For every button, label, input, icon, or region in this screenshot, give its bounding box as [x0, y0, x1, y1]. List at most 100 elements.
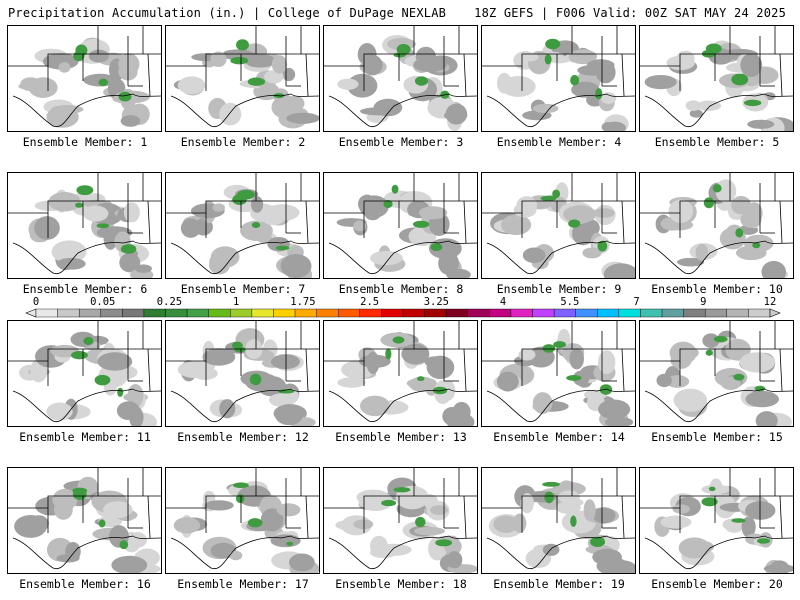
ensemble-member-label: Ensemble Member: 16 — [19, 577, 151, 591]
colorbar-swatch — [402, 308, 425, 318]
colorbar: 0 0.05 0.25 1 1.75 2.5 3.25 4 5.5 7 9 12 — [0, 296, 800, 320]
precip-map — [482, 173, 635, 278]
precip-map — [166, 173, 319, 278]
colorbar-swatch — [122, 308, 145, 318]
ensemble-member-label: Ensemble Member: 18 — [335, 577, 467, 591]
ensemble-member-panel — [7, 467, 162, 574]
colorbar-swatch — [251, 308, 274, 318]
colorbar-swatch — [575, 308, 598, 318]
colorbar-swatch — [532, 308, 555, 318]
precip-map — [324, 468, 477, 573]
colorbar-swatch — [597, 308, 620, 318]
ensemble-member-panel — [165, 25, 320, 132]
precip-map — [324, 173, 477, 278]
colorbar-swatch — [165, 308, 188, 318]
ensemble-member-panel — [639, 320, 794, 427]
colorbar-tick-label: 5.5 — [560, 296, 580, 308]
colorbar-swatch — [467, 308, 490, 318]
ensemble-member-label: Ensemble Member: 13 — [335, 430, 467, 444]
ensemble-member-label: Ensemble Member: 17 — [177, 577, 309, 591]
ensemble-member-panel — [481, 320, 636, 427]
precip-map — [482, 321, 635, 426]
colorbar-swatch — [316, 308, 339, 318]
colorbar-tick-label: 12 — [763, 296, 777, 308]
ensemble-member-panel — [323, 320, 478, 427]
colorbar-swatch — [186, 308, 209, 318]
colorbar-swatch — [424, 308, 447, 318]
colorbar-swatch — [294, 308, 317, 318]
precip-map — [8, 468, 161, 573]
ensemble-member-label: Ensemble Member: 11 — [19, 430, 151, 444]
precip-map — [8, 321, 161, 426]
ensemble-member-label: Ensemble Member: 4 — [496, 135, 622, 149]
colorbar-swatch — [510, 308, 533, 318]
ensemble-member-label: Ensemble Member: 3 — [338, 135, 464, 149]
colorbar-swatch — [445, 308, 468, 318]
ensemble-member-panel — [7, 320, 162, 427]
colorbar-swatch — [748, 308, 771, 318]
precip-map — [482, 468, 635, 573]
colorbar-max-arrow — [769, 308, 781, 318]
ensemble-member-panel — [7, 172, 162, 279]
precip-map — [640, 173, 793, 278]
ensemble-member-label: Ensemble Member: 6 — [22, 282, 148, 296]
ensemble-member-panel — [481, 25, 636, 132]
colorbar-swatch — [143, 308, 166, 318]
colorbar-swatch — [553, 308, 576, 318]
precip-map — [324, 26, 477, 131]
colorbar-tick-label: 2.5 — [360, 296, 380, 308]
ensemble-member-panel — [481, 467, 636, 574]
colorbar-tick-label: 0 — [32, 296, 40, 308]
colorbar-swatch — [338, 308, 361, 318]
ensemble-member-panel — [323, 25, 478, 132]
colorbar-swatch — [359, 308, 382, 318]
precip-map — [482, 26, 635, 131]
colorbar-tick-label: 1 — [233, 296, 240, 308]
ensemble-member-label: Ensemble Member: 1 — [22, 135, 148, 149]
ensemble-member-label: Ensemble Member: 14 — [493, 430, 625, 444]
precip-map — [8, 173, 161, 278]
colorbar-swatch — [683, 308, 706, 318]
precip-map — [8, 26, 161, 128]
colorbar-swatch — [57, 308, 80, 318]
precip-map — [324, 321, 477, 426]
ensemble-member-label: Ensemble Member: 15 — [651, 430, 783, 444]
ensemble-member-label: Ensemble Member: 7 — [180, 282, 306, 296]
forecast-run-info: 18Z GEFS | F006 Valid: 00Z SAT MAY 24 20… — [474, 6, 786, 20]
ensemble-member-label: Ensemble Member: 9 — [496, 282, 622, 296]
precip-map — [640, 26, 793, 131]
colorbar-swatch — [208, 308, 231, 318]
map-title: Precipitation Accumulation (in.) | Colle… — [8, 6, 447, 20]
colorbar-min-arrow — [25, 308, 37, 318]
colorbar-tick-label: 1.75 — [290, 296, 316, 308]
colorbar-swatch — [705, 308, 728, 318]
colorbar-swatch — [100, 308, 123, 318]
precip-map — [166, 468, 319, 573]
colorbar-bar — [25, 308, 781, 318]
ensemble-member-label: Ensemble Member: 12 — [177, 430, 309, 444]
ensemble-member-panel — [323, 172, 478, 279]
colorbar-swatch — [640, 308, 663, 318]
ensemble-member-panel — [165, 172, 320, 279]
ensemble-member-panel — [639, 467, 794, 574]
ensemble-member-label: Ensemble Member: 8 — [338, 282, 464, 296]
colorbar-tick-label: 9 — [700, 296, 707, 308]
colorbar-swatch — [35, 308, 58, 318]
colorbar-swatch — [489, 308, 512, 318]
ensemble-member-panel — [481, 172, 636, 279]
colorbar-swatch — [78, 308, 101, 318]
colorbar-swatch — [230, 308, 253, 318]
ensemble-member-label: Ensemble Member: 2 — [180, 135, 306, 149]
precip-map — [166, 26, 319, 129]
ensemble-member-panel — [165, 467, 320, 574]
colorbar-tick-label: 0.05 — [90, 296, 116, 308]
ensemble-member-panel — [165, 320, 320, 427]
ensemble-member-label: Ensemble Member: 20 — [651, 577, 783, 591]
ensemble-member-panel — [639, 172, 794, 279]
colorbar-swatch — [381, 308, 404, 318]
ensemble-member-label: Ensemble Member: 10 — [651, 282, 783, 296]
colorbar-swatch — [273, 308, 296, 318]
colorbar-tick-label: 3.25 — [423, 296, 450, 308]
colorbar-swatch — [618, 308, 641, 318]
ensemble-member-panel — [7, 25, 162, 132]
